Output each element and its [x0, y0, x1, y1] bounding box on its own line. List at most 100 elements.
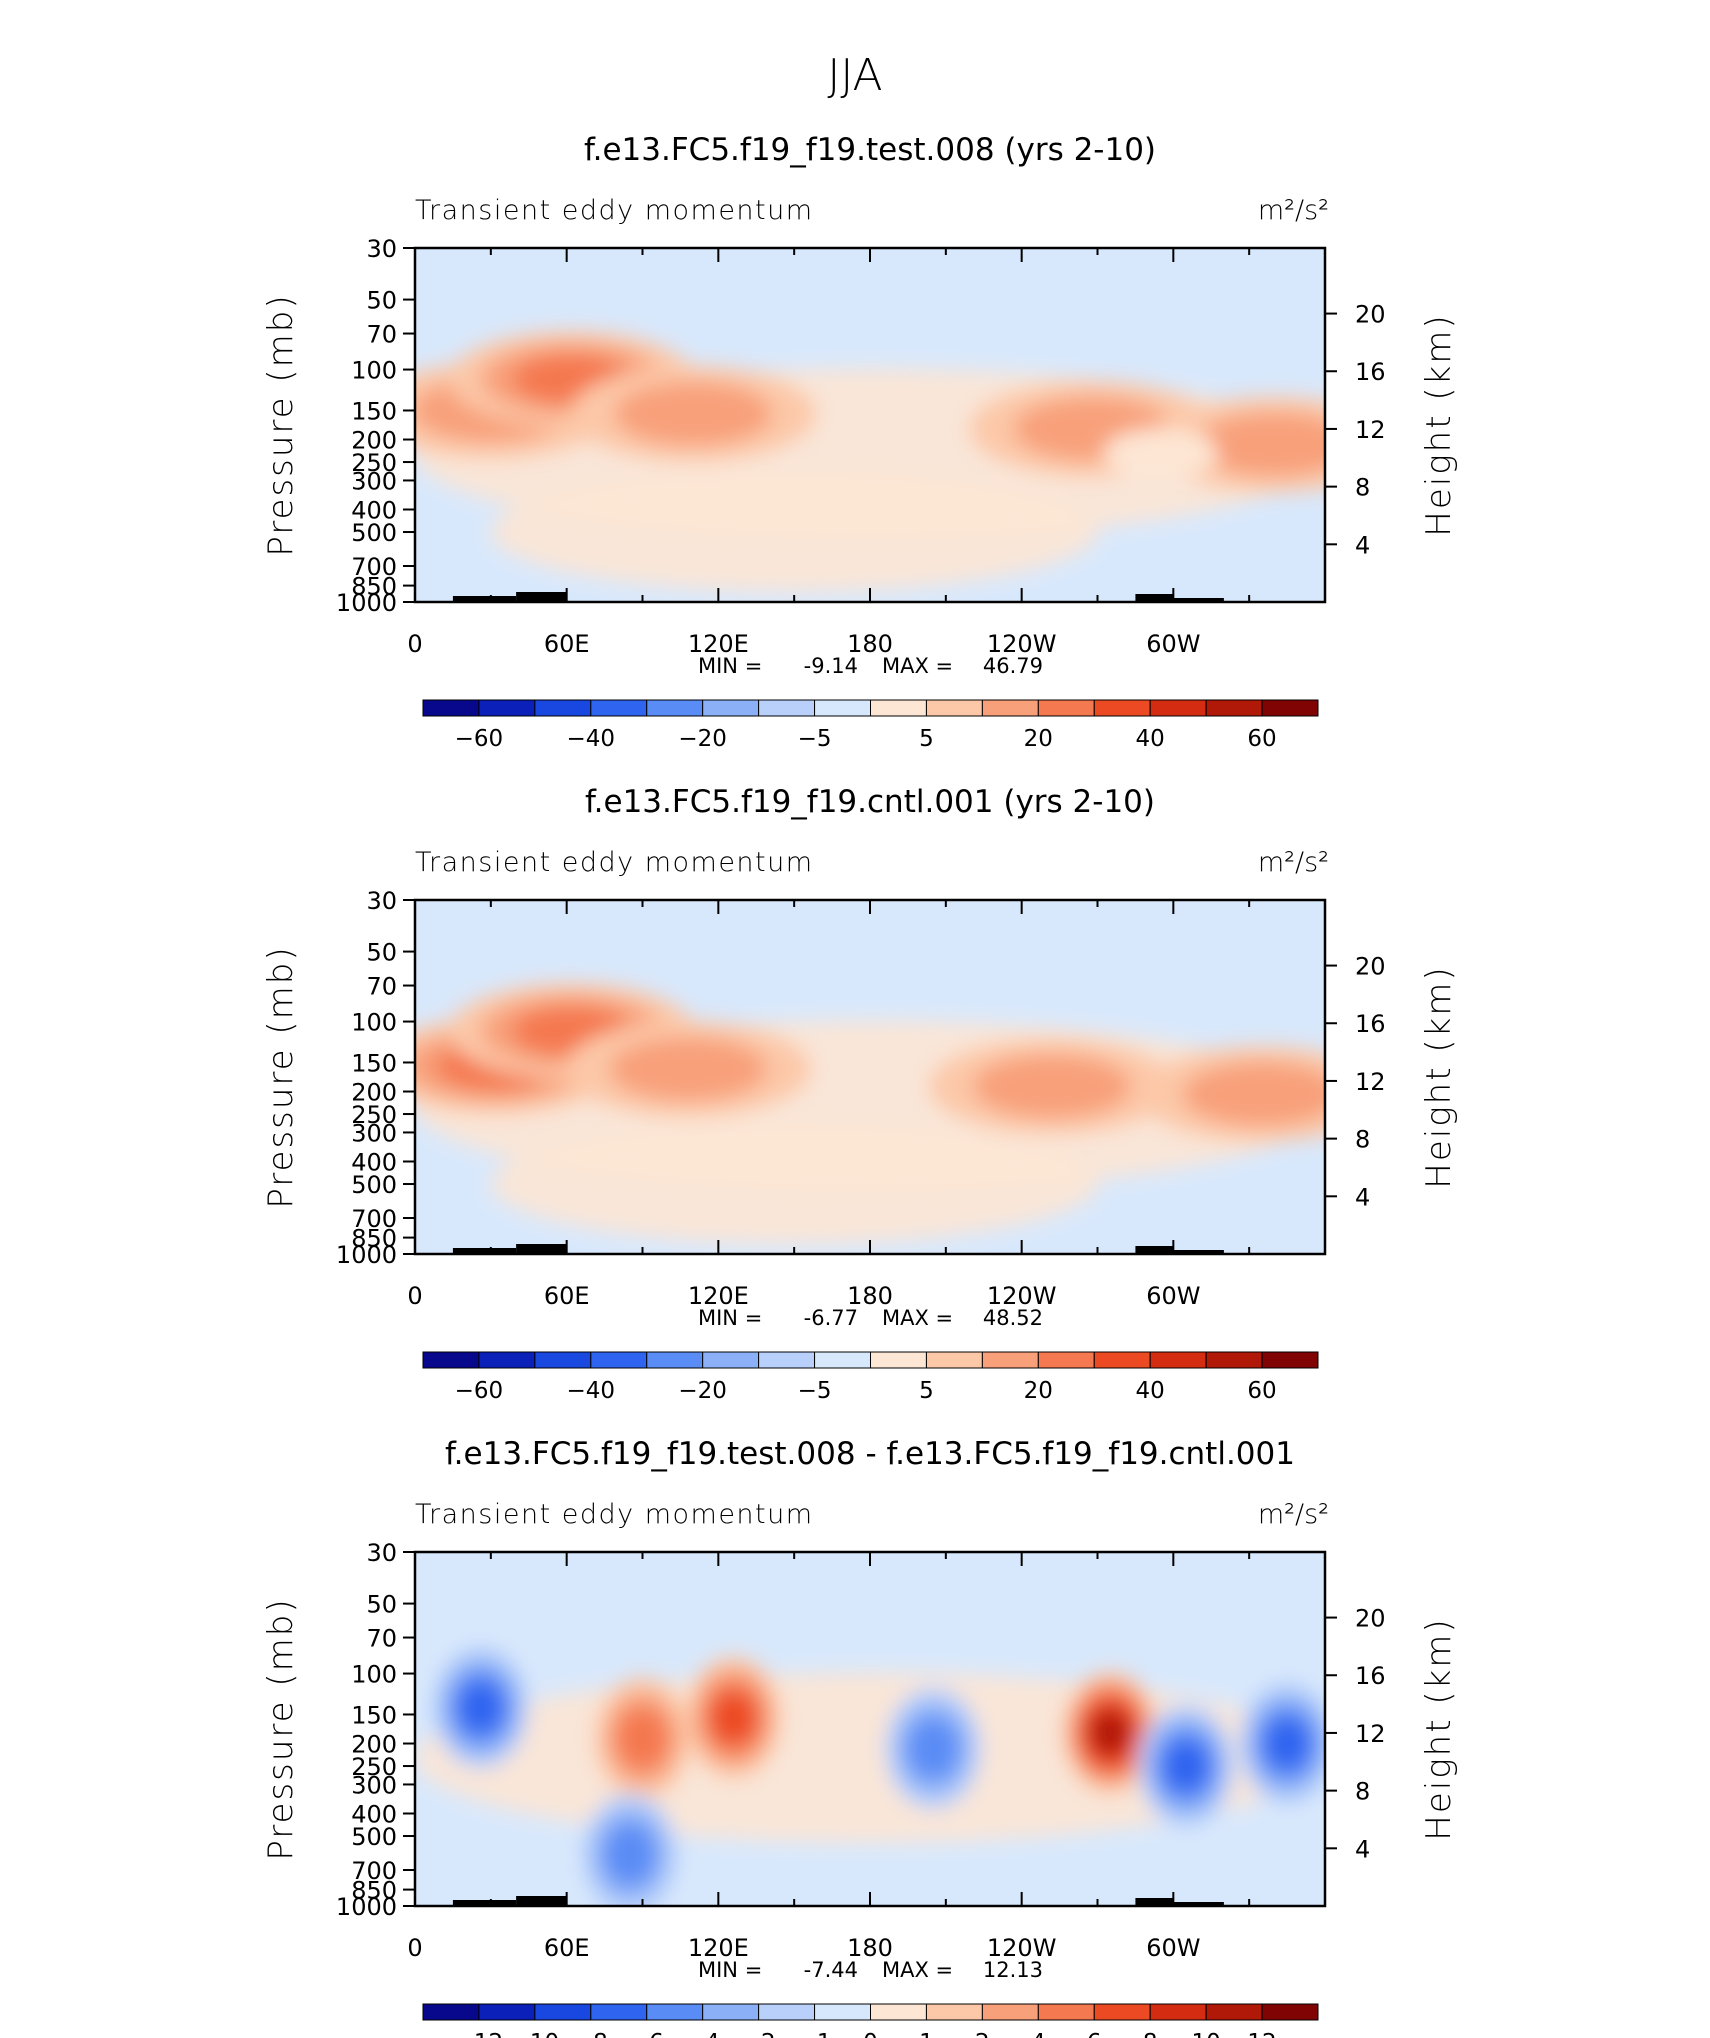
- x-tick-label: 120W: [987, 1282, 1057, 1310]
- colorbar: −12−10−8−6−4−2−10124681012: [422, 2003, 1319, 2038]
- colorbar-label: −40: [567, 1378, 616, 1404]
- colorbar-box: [590, 1351, 648, 1369]
- y-tick-label: 70: [366, 321, 397, 349]
- topography: [516, 1244, 567, 1254]
- colorbar-label: −12: [455, 2030, 504, 2038]
- contour-level: [1195, 412, 1325, 477]
- height-tick-label: 4: [1355, 1835, 1370, 1863]
- topography: [516, 1896, 567, 1906]
- variable-label: Transient eddy momentum: [415, 1499, 814, 1530]
- contour-level: [1092, 1713, 1128, 1753]
- colorbar-label: 10: [1191, 2030, 1220, 2038]
- contour-level: [1103, 428, 1219, 479]
- contour-field: [415, 1552, 1325, 1906]
- x-tick-label: 120W: [987, 1934, 1057, 1962]
- colorbar-box: [646, 2003, 704, 2021]
- y-axis-title: Pressure (mb): [261, 945, 301, 1208]
- height-tick-label: 20: [1355, 953, 1386, 981]
- y-tick-label: 200: [351, 427, 397, 455]
- height-tick-label: 8: [1355, 1778, 1370, 1806]
- colorbar-box: [422, 1351, 480, 1369]
- colorbar-label: 1: [919, 2030, 934, 2038]
- colorbar-box: [1093, 1351, 1151, 1369]
- x-tick-label: 180: [847, 1282, 893, 1310]
- units-label: m²/s²: [1258, 195, 1329, 226]
- colorbar-label: 40: [1136, 726, 1165, 752]
- x-tick-label: 60W: [1146, 1934, 1200, 1962]
- y-tick-label: 300: [351, 467, 397, 495]
- colorbar-label: −8: [574, 2030, 608, 2038]
- contour-level: [1265, 1718, 1309, 1769]
- topography: [1173, 598, 1224, 602]
- colorbar-box: [590, 2003, 648, 2021]
- colorbar-label: −40: [567, 726, 616, 752]
- y-tick-label: 250: [351, 1101, 397, 1129]
- max-value: 12.13: [983, 1958, 1043, 1982]
- contour-fills: [415, 331, 1325, 593]
- max-label: MAX =: [882, 1958, 953, 1982]
- height-tick-label: 20: [1355, 1605, 1386, 1633]
- colorbar-box: [1037, 1351, 1095, 1369]
- colorbar-box: [1261, 1351, 1319, 1369]
- colorbar-box: [814, 1351, 871, 1369]
- y-tick-label: 30: [366, 887, 397, 915]
- topography: [1135, 1898, 1174, 1906]
- topography: [1173, 1902, 1224, 1906]
- y-tick-label: 500: [351, 1823, 397, 1851]
- background-band: [490, 472, 1098, 593]
- colorbar-label: −60: [455, 726, 504, 752]
- colorbar-box: [870, 2003, 927, 2021]
- y-tick-label: 500: [351, 519, 397, 547]
- colorbar-box: [1093, 2003, 1151, 2021]
- x-tick-label: 120E: [688, 1282, 749, 1310]
- x-tick-label: 60E: [544, 1934, 590, 1962]
- min-value: -7.44: [804, 1958, 858, 1982]
- height-tick-label: 20: [1355, 301, 1386, 329]
- colorbar-label: −5: [798, 1378, 832, 1404]
- contour-field: [415, 900, 1325, 1254]
- y-tick-label: 1000: [336, 589, 397, 617]
- colorbar-box: [1205, 2003, 1263, 2021]
- colorbar-box: [1149, 1351, 1207, 1369]
- topography: [1135, 594, 1174, 602]
- colorbar-box: [1205, 699, 1263, 717]
- colorbar: −60 −40 −20 −5 5 20 40 60: [422, 699, 1319, 752]
- x-tick-label: 60E: [544, 630, 590, 658]
- colorbar-label: 2: [975, 2030, 990, 2038]
- colorbar-label: −2: [742, 2030, 776, 2038]
- colorbar-label: 5: [919, 1378, 934, 1404]
- min-label: MIN =: [698, 654, 762, 678]
- max-label: MAX =: [882, 654, 953, 678]
- colorbar-box: [478, 2003, 536, 2021]
- x-tick-label: 60W: [1146, 1282, 1200, 1310]
- contour-fills: [415, 983, 1325, 1245]
- colorbar-box: [534, 1351, 592, 1369]
- y-tick-label: 250: [351, 449, 397, 477]
- colorbar-box: [646, 699, 704, 717]
- y-tick-label: 70: [366, 973, 397, 1001]
- colorbar-box: [1205, 1351, 1263, 1369]
- colorbar-box: [1093, 699, 1151, 717]
- variable-label: Transient eddy momentum: [415, 847, 814, 878]
- colorbar-box: [981, 2003, 1039, 2021]
- y-tick-label: 200: [351, 1731, 397, 1759]
- contour-level: [609, 1037, 767, 1101]
- y-tick-label: 700: [351, 553, 397, 581]
- x-tick-label: 180: [847, 630, 893, 658]
- colorbar-box: [814, 699, 871, 717]
- min-value: -6.77: [804, 1306, 858, 1330]
- background-band: [490, 1124, 1098, 1245]
- colorbar-box: [1149, 2003, 1207, 2021]
- contour-level: [907, 1718, 959, 1779]
- colorbar-label: 0: [863, 2030, 878, 2038]
- max-value: 48.52: [983, 1306, 1043, 1330]
- contour-field: [415, 248, 1325, 602]
- contour-level: [711, 1692, 756, 1743]
- colorbar-box: [870, 1351, 927, 1369]
- colorbar-box: [478, 699, 536, 717]
- contour-level: [973, 1054, 1131, 1119]
- height-tick-label: 12: [1355, 1720, 1386, 1748]
- topography: [452, 596, 517, 602]
- colorbar-box: [702, 2003, 760, 2021]
